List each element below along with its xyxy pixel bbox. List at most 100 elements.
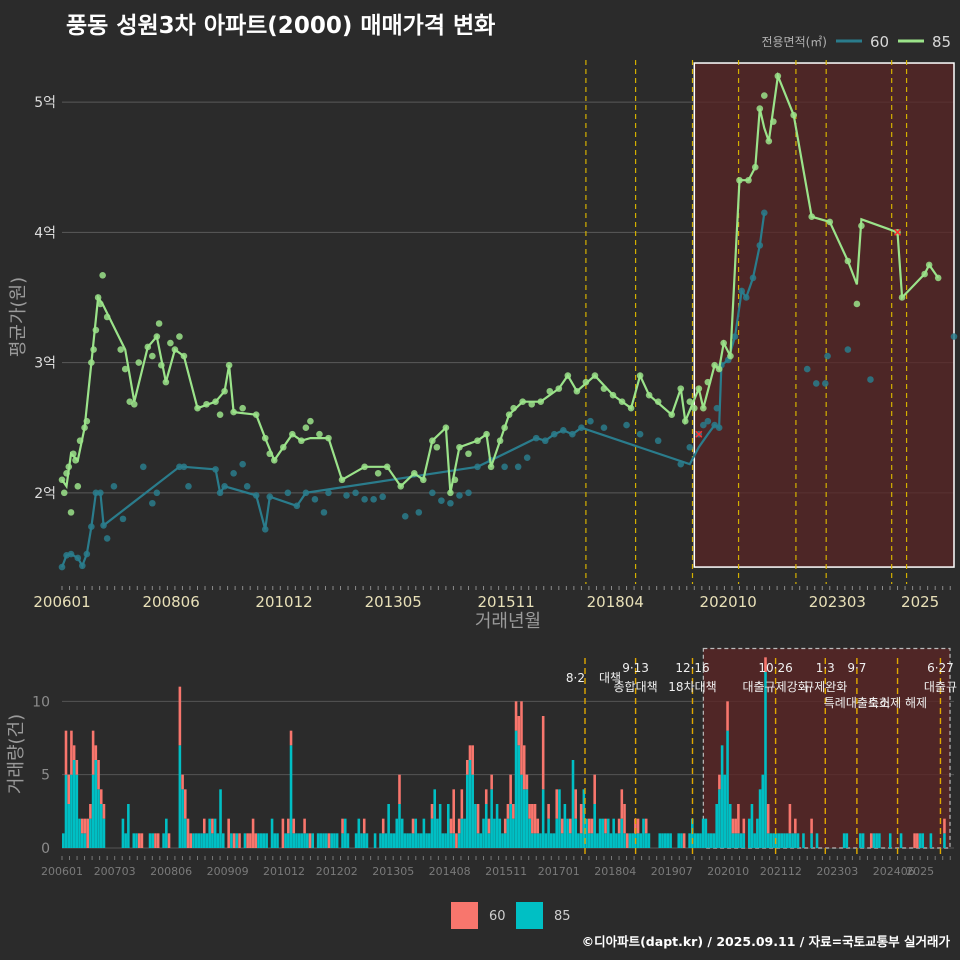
- y-tick-label: 0: [41, 841, 50, 857]
- price-point-85: [121, 365, 129, 373]
- volume-bar-85: [211, 833, 214, 848]
- volume-bar-85: [772, 833, 775, 848]
- volume-bar-60: [303, 818, 306, 834]
- volume-bar-85: [124, 833, 127, 848]
- volume-bar-85: [533, 833, 537, 848]
- policy-name-label: 18차대책: [668, 679, 716, 694]
- volume-bar-60: [522, 745, 526, 790]
- x-tick-label: 2025: [901, 593, 939, 611]
- volume-bar-85: [479, 833, 483, 848]
- price-point-60: [320, 509, 328, 516]
- volume-bar-60: [604, 818, 607, 834]
- volume-bar-60: [455, 833, 458, 848]
- chart-title: 풍동 성원3차 아파트(2000) 매매가격 변화: [66, 13, 496, 39]
- volume-bar-85: [598, 818, 602, 848]
- volume-bar-60: [682, 833, 686, 848]
- volume-bar-85: [395, 818, 399, 848]
- volume-bar-85: [628, 833, 632, 848]
- volume-bar-60: [476, 804, 480, 834]
- volume-bar-60: [430, 804, 434, 819]
- price-point-60: [523, 454, 531, 461]
- volume-bar-85: [780, 833, 784, 848]
- volume-bar-85: [525, 789, 529, 848]
- volume-bar-60: [525, 774, 529, 790]
- volume-bar-85: [815, 833, 819, 848]
- volume-bar-85: [436, 818, 439, 848]
- volume-bar-85: [430, 818, 434, 848]
- volume-bar-85: [202, 833, 206, 848]
- x-tick-label: 202010: [700, 593, 757, 611]
- volume-bar-85: [791, 833, 794, 848]
- volume-bar-60: [289, 730, 293, 746]
- volume-bar-85: [235, 833, 239, 848]
- highlight-zone: [702, 647, 951, 849]
- policy-name-label: 대출규제강화: [742, 680, 808, 694]
- source-credit: ©디아파트(dapt.kr) / 2025.09.11 / 자료=국토교통부 실…: [581, 934, 950, 949]
- volume-bar-85: [192, 833, 195, 848]
- volume-bar-60: [140, 833, 144, 848]
- volume-bar-85: [297, 833, 301, 848]
- volume-bar-60: [579, 804, 583, 834]
- volume-bar-60: [381, 818, 385, 834]
- volume-bar-85: [590, 833, 594, 848]
- volume-bar-85: [99, 804, 103, 848]
- price-point-85: [67, 509, 75, 516]
- price-point-85: [307, 417, 314, 425]
- price-point-60: [950, 333, 958, 340]
- volume-bar-60: [913, 833, 916, 848]
- x-tick-label: 200601: [41, 865, 83, 878]
- x-tick-label: 200601: [33, 593, 90, 611]
- volume-bar-60: [211, 818, 214, 834]
- volume-bar-60: [460, 789, 464, 819]
- volume-bar-60: [506, 804, 510, 819]
- x-tick-label: 200806: [150, 865, 192, 878]
- volume-bar-85: [346, 833, 350, 848]
- volume-bar-85: [319, 833, 323, 848]
- volume-bar-85: [200, 833, 203, 848]
- volume-bar-85: [70, 774, 73, 848]
- y-axis-title: 평균가(원): [8, 277, 29, 357]
- price-point-60: [686, 443, 694, 451]
- price-point-85: [853, 300, 861, 308]
- volume-bar-60: [471, 745, 474, 775]
- price-point-85: [149, 352, 156, 360]
- price-legend: 전용면적(㎡) 60 85: [761, 33, 951, 51]
- volume-bar-85: [360, 833, 363, 848]
- volume-bar-85: [878, 833, 881, 848]
- volume-bar-85: [276, 833, 279, 848]
- volume-bar-85: [362, 833, 366, 848]
- volume-bar-85: [409, 833, 412, 848]
- cancel-marker-stroke: [894, 228, 902, 236]
- cancel-marker-stroke: [695, 430, 703, 438]
- volume-bar-85: [929, 833, 933, 848]
- price-point-85: [465, 450, 472, 458]
- y-tick-label: 4억: [34, 225, 56, 241]
- volume-bar-85: [178, 745, 182, 848]
- volume-bar-85: [384, 833, 388, 848]
- volume-bar-85: [514, 730, 518, 848]
- volume-bar-85: [411, 833, 415, 848]
- volume-bar-85: [552, 833, 556, 848]
- volume-bar-85: [747, 818, 751, 848]
- volume-bar-60: [64, 730, 68, 775]
- volume-bar-60: [517, 716, 521, 746]
- volume-bar-85: [501, 833, 504, 848]
- policy-name-label: 대책: [599, 670, 621, 685]
- x-tick-label: 2025: [906, 865, 934, 878]
- volume-bar-85: [463, 818, 466, 848]
- price-point-60: [325, 489, 332, 497]
- price-point-60: [438, 497, 445, 504]
- volume-bar-60: [536, 818, 540, 834]
- policy-name-label: 토허제 해제: [868, 696, 927, 710]
- price-point-60: [239, 460, 246, 468]
- volume-bar-60: [487, 818, 491, 834]
- price-point-60: [243, 483, 251, 490]
- volume-bar-85: [127, 804, 130, 848]
- price-point-85: [167, 339, 174, 347]
- volume-bar-85: [438, 804, 442, 848]
- price-point-60: [821, 380, 829, 387]
- volume-bar-85: [810, 833, 813, 848]
- volume-bar-85: [503, 833, 507, 848]
- policy-date-label: 9·13: [622, 661, 649, 675]
- volume-bar-60: [794, 818, 797, 834]
